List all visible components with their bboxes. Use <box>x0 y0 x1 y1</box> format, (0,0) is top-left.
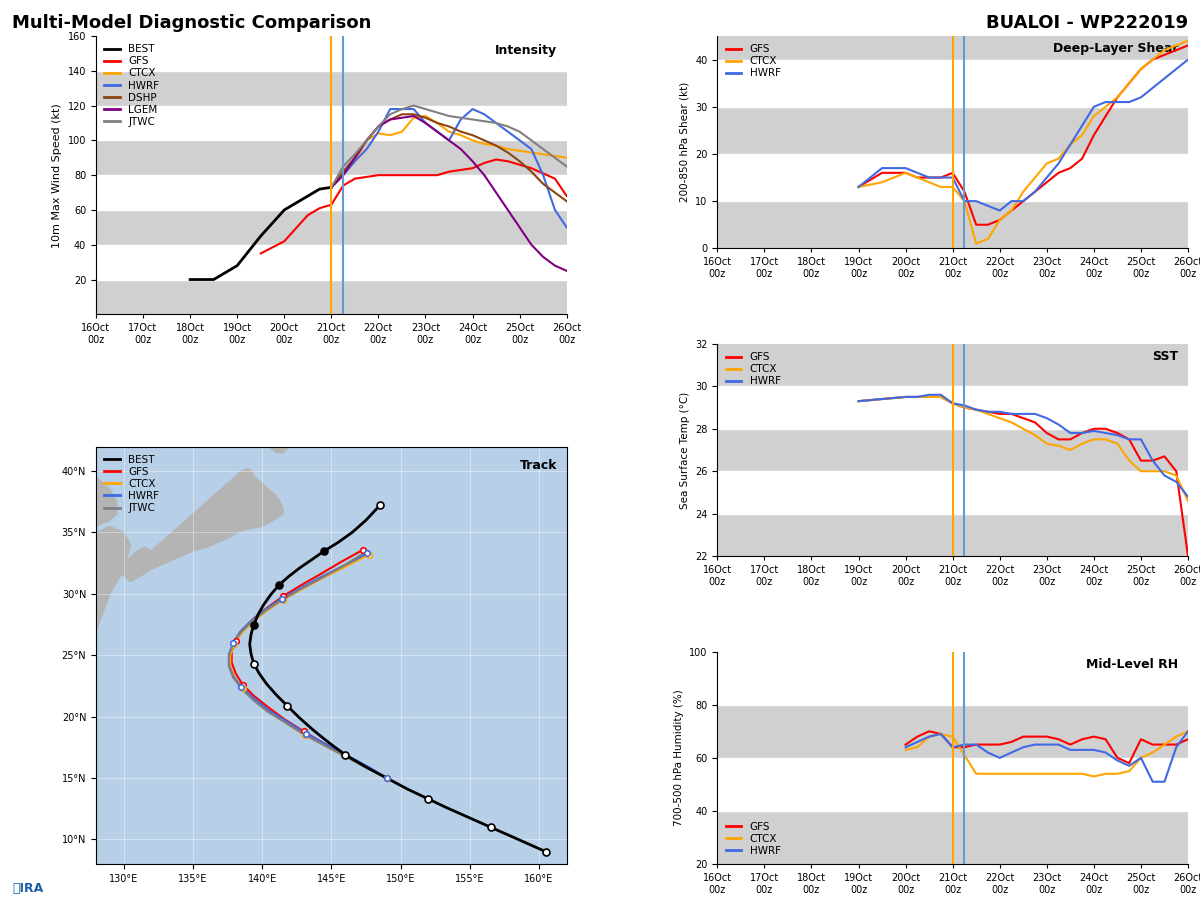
Bar <box>96 36 566 71</box>
Bar <box>718 652 1188 705</box>
Y-axis label: 700-500 hPa Humidity (%): 700-500 hPa Humidity (%) <box>673 689 684 826</box>
Legend: BEST, GFS, CTCX, HWRF, DSHP, LGEM, JTWC: BEST, GFS, CTCX, HWRF, DSHP, LGEM, JTWC <box>101 41 162 130</box>
Y-axis label: 200-850 hPa Shear (kt): 200-850 hPa Shear (kt) <box>679 82 690 202</box>
Text: SST: SST <box>1152 350 1178 364</box>
Polygon shape <box>96 526 131 631</box>
Bar <box>718 386 1188 428</box>
Polygon shape <box>116 547 151 575</box>
Bar <box>96 245 566 280</box>
Text: ⒸIRA: ⒸIRA <box>12 883 43 896</box>
Polygon shape <box>269 410 338 453</box>
Legend: GFS, CTCX, HWRF: GFS, CTCX, HWRF <box>722 818 784 859</box>
Text: BUALOI - WP222019: BUALOI - WP222019 <box>986 14 1188 32</box>
Polygon shape <box>124 469 283 581</box>
Text: Multi-Model Diagnostic Comparison: Multi-Model Diagnostic Comparison <box>12 14 371 32</box>
Y-axis label: Sea Surface Temp (°C): Sea Surface Temp (°C) <box>679 392 690 508</box>
Bar <box>96 105 566 140</box>
Legend: GFS, CTCX, HWRF: GFS, CTCX, HWRF <box>722 41 784 82</box>
Bar <box>718 472 1188 514</box>
Polygon shape <box>61 477 116 538</box>
Bar <box>96 176 566 210</box>
Legend: BEST, GFS, CTCX, HWRF, JTWC: BEST, GFS, CTCX, HWRF, JTWC <box>101 452 162 517</box>
Bar <box>718 59 1188 107</box>
Text: Mid-Level RH: Mid-Level RH <box>1086 658 1178 671</box>
Bar <box>718 758 1188 811</box>
Text: Track: Track <box>520 459 557 472</box>
Y-axis label: 10m Max Wind Speed (kt): 10m Max Wind Speed (kt) <box>53 103 62 248</box>
Bar <box>718 154 1188 201</box>
Text: Deep-Layer Shear: Deep-Layer Shear <box>1054 42 1178 56</box>
Legend: GFS, CTCX, HWRF: GFS, CTCX, HWRF <box>722 349 784 390</box>
Text: Intensity: Intensity <box>496 44 557 58</box>
